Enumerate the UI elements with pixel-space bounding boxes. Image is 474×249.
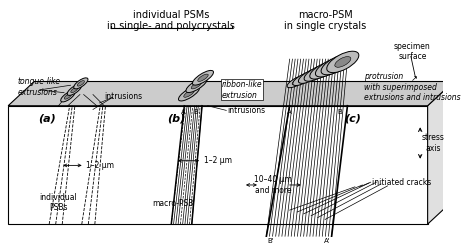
Text: (a): (a) <box>38 114 56 124</box>
Ellipse shape <box>77 81 84 86</box>
Text: (c): (c) <box>345 114 362 124</box>
Text: B: B <box>337 110 342 116</box>
Ellipse shape <box>67 84 82 95</box>
Polygon shape <box>428 81 454 224</box>
Text: A: A <box>181 110 186 116</box>
Ellipse shape <box>310 69 323 77</box>
Text: individual
PSBs: individual PSBs <box>40 193 77 212</box>
Text: initiated cracks: initiated cracks <box>372 178 431 187</box>
Text: A: A <box>287 110 292 116</box>
Text: B: B <box>193 110 198 116</box>
Text: 10–40 μm
and more: 10–40 μm and more <box>254 175 292 195</box>
Text: intrusions: intrusions <box>227 106 265 115</box>
Ellipse shape <box>71 87 78 93</box>
Ellipse shape <box>304 65 329 81</box>
Ellipse shape <box>74 78 88 89</box>
Ellipse shape <box>64 94 72 99</box>
Ellipse shape <box>315 58 344 77</box>
Ellipse shape <box>335 57 351 67</box>
Polygon shape <box>8 81 454 106</box>
Ellipse shape <box>186 78 207 93</box>
Text: individual PSMs
in single- and polycrystals: individual PSMs in single- and polycryst… <box>107 10 235 31</box>
Text: intrusions: intrusions <box>105 92 143 101</box>
Text: macro-PSM
in single crystals: macro-PSM in single crystals <box>284 10 366 31</box>
Polygon shape <box>8 106 428 224</box>
Ellipse shape <box>179 86 200 101</box>
Ellipse shape <box>292 78 302 85</box>
Ellipse shape <box>323 63 337 72</box>
Text: specimen
surface: specimen surface <box>394 42 431 61</box>
Ellipse shape <box>192 70 213 85</box>
Text: 1–2 μm: 1–2 μm <box>86 161 114 170</box>
Ellipse shape <box>304 72 316 80</box>
Ellipse shape <box>61 91 75 102</box>
Text: protrusion
with superimposed
extrusions and intrusions: protrusion with superimposed extrusions … <box>364 72 461 102</box>
Ellipse shape <box>293 72 315 86</box>
Ellipse shape <box>317 66 330 75</box>
Text: (b): (b) <box>167 114 185 124</box>
Text: B': B' <box>268 238 274 244</box>
Ellipse shape <box>198 74 208 81</box>
Text: stress
axis: stress axis <box>422 133 445 153</box>
Text: ribbon-like
extrusion: ribbon-like extrusion <box>222 80 262 100</box>
Ellipse shape <box>287 75 307 88</box>
Text: 1–2 μm: 1–2 μm <box>204 156 232 165</box>
Text: A': A' <box>324 238 330 244</box>
Ellipse shape <box>321 55 351 75</box>
Ellipse shape <box>299 68 322 83</box>
Text: tongue-like
extrusions: tongue-like extrusions <box>18 77 61 97</box>
Ellipse shape <box>310 62 337 79</box>
Ellipse shape <box>191 82 202 89</box>
Ellipse shape <box>298 75 309 82</box>
Text: macro-PSB: macro-PSB <box>153 199 194 208</box>
Ellipse shape <box>327 51 359 73</box>
Ellipse shape <box>184 90 194 97</box>
Ellipse shape <box>328 60 344 70</box>
Text: ↗: ↗ <box>411 74 418 83</box>
